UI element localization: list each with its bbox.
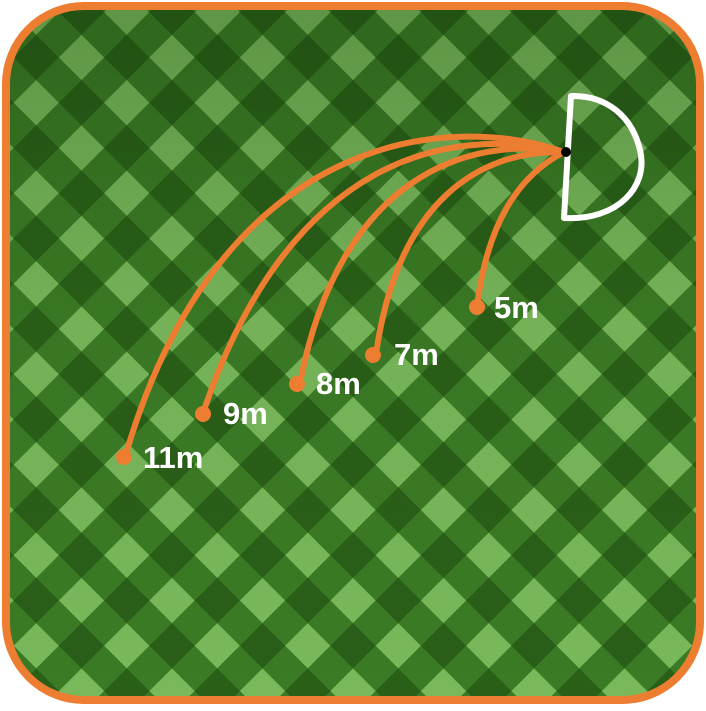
label-9m: 9m [223,396,268,431]
marker-8m [289,376,305,392]
marker-7m [365,347,381,363]
trajectory-9m [200,141,567,416]
trajectory-8m [297,145,567,386]
label-7m: 7m [394,337,439,372]
marker-5m [469,299,485,315]
trajectory-11m [122,133,567,460]
label-5m: 5m [494,290,539,325]
marker-9m [195,406,211,422]
marker-11m [116,449,132,465]
distance-markers [116,299,485,465]
trajectory-paths [122,133,567,460]
dot-icon [561,147,571,157]
trajectory-7m [373,148,567,357]
d-shape-icon [561,92,645,222]
trajectory-5m [474,149,567,309]
label-8m: 8m [316,366,361,401]
label-11m: 11m [143,440,203,475]
